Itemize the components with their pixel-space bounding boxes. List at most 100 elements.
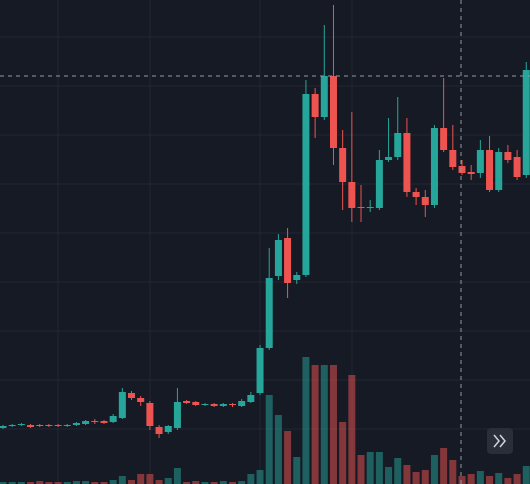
button-icon[interactable] bbox=[493, 434, 506, 448]
volume-bar bbox=[385, 467, 393, 484]
candle-body bbox=[0, 426, 7, 428]
volume-bar bbox=[17, 482, 25, 484]
candle-body bbox=[192, 402, 200, 405]
candle-body bbox=[284, 238, 292, 283]
volume-bar bbox=[164, 478, 172, 484]
volume-bar bbox=[27, 482, 35, 484]
volume-bar bbox=[109, 480, 117, 484]
candle-body bbox=[137, 398, 145, 402]
candle-body bbox=[357, 207, 365, 208]
candle-body bbox=[366, 207, 374, 208]
candle-body bbox=[403, 133, 411, 192]
volume-bar bbox=[329, 365, 337, 484]
volume-bar bbox=[210, 482, 218, 484]
volume-bar bbox=[375, 452, 383, 484]
volume-bar bbox=[449, 460, 457, 484]
volume-bar bbox=[366, 452, 374, 484]
candle-body bbox=[256, 348, 264, 393]
candle-body bbox=[449, 150, 457, 167]
volume-bar bbox=[91, 482, 99, 484]
candle-body bbox=[210, 404, 218, 406]
volume-bar bbox=[357, 455, 365, 484]
candle-body bbox=[421, 197, 429, 205]
volume-bar bbox=[0, 482, 7, 484]
volume-bar bbox=[82, 481, 90, 484]
volume-bar bbox=[311, 365, 319, 484]
volume-bar bbox=[229, 482, 236, 484]
candle-body bbox=[293, 275, 301, 280]
volume-bar bbox=[467, 474, 475, 484]
volume-pane bbox=[0, 357, 530, 484]
candle-body bbox=[36, 425, 44, 426]
candle-body bbox=[229, 404, 236, 405]
volume-bar bbox=[118, 476, 126, 484]
candle-body bbox=[440, 128, 448, 150]
candle-body bbox=[27, 425, 35, 427]
candle-body bbox=[513, 157, 521, 177]
volume-bar bbox=[430, 455, 438, 484]
candle-body bbox=[183, 401, 191, 403]
volume-bar bbox=[265, 395, 273, 484]
volume-bar bbox=[440, 448, 448, 484]
candle-body bbox=[238, 401, 246, 406]
volume-bar bbox=[293, 457, 301, 484]
candle-body bbox=[219, 404, 227, 406]
volume-bar bbox=[458, 476, 466, 484]
candle-body bbox=[458, 166, 466, 173]
volume-bar bbox=[403, 465, 411, 484]
volume-bar bbox=[412, 472, 420, 484]
candle-body bbox=[302, 94, 310, 275]
volume-bar bbox=[513, 474, 521, 484]
candle-body bbox=[82, 421, 90, 424]
volume-bar bbox=[486, 476, 494, 484]
volume-bar bbox=[45, 482, 53, 484]
candle-body bbox=[146, 403, 154, 426]
price-pane bbox=[0, 5, 530, 438]
volume-bar bbox=[284, 431, 292, 484]
candle-body bbox=[91, 421, 99, 422]
candle-body bbox=[8, 425, 16, 426]
scroll-to-realtime-button[interactable] bbox=[487, 428, 513, 454]
candle-body bbox=[504, 152, 512, 160]
volume-bar bbox=[72, 481, 80, 484]
candle-body bbox=[45, 425, 53, 426]
volume-bar bbox=[421, 470, 429, 484]
candle-body bbox=[385, 157, 393, 160]
volume-bar bbox=[36, 481, 44, 484]
volume-bar bbox=[394, 458, 402, 484]
volume-bar bbox=[100, 482, 108, 484]
button-background[interactable] bbox=[487, 428, 513, 454]
volume-bar bbox=[256, 470, 264, 484]
volume-bar bbox=[339, 422, 347, 484]
volume-bar bbox=[247, 474, 255, 484]
candle-body bbox=[63, 425, 71, 426]
candle-body bbox=[274, 240, 282, 276]
volume-bar bbox=[183, 482, 191, 484]
candle-body bbox=[201, 404, 209, 405]
volume-bar bbox=[54, 482, 62, 484]
candle-body bbox=[54, 425, 62, 426]
candle-body bbox=[100, 421, 108, 423]
candle-body bbox=[109, 416, 117, 422]
volume-bar bbox=[219, 481, 227, 484]
volume-bar bbox=[192, 481, 200, 484]
candle-body bbox=[320, 76, 328, 117]
volume-bar bbox=[320, 365, 328, 484]
candle-body bbox=[495, 152, 503, 190]
candle-body bbox=[72, 423, 80, 425]
candle-body bbox=[173, 402, 181, 428]
volume-bar bbox=[173, 468, 181, 484]
candle-body bbox=[412, 192, 420, 197]
candle-body bbox=[118, 392, 126, 418]
candle-body bbox=[486, 150, 494, 190]
candle-body bbox=[375, 160, 383, 208]
volume-bar bbox=[522, 466, 530, 484]
candle-body bbox=[348, 182, 356, 208]
volume-bar bbox=[8, 482, 16, 484]
candle-body bbox=[522, 70, 530, 175]
volume-bar bbox=[504, 478, 512, 484]
candle-body bbox=[339, 148, 347, 182]
volume-bar bbox=[302, 357, 310, 484]
